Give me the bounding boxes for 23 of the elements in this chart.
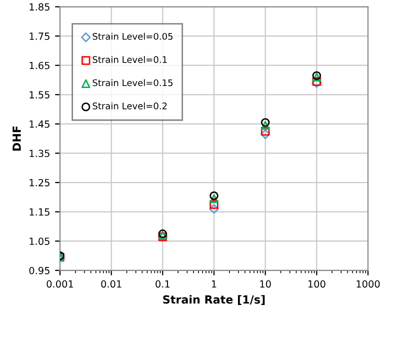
x-tick-label: 0.001 xyxy=(46,280,74,288)
y-tick-label: 1.65 xyxy=(30,62,50,70)
y-tick-label: 1.15 xyxy=(30,208,50,216)
x-tick-label: 10 xyxy=(260,280,271,288)
y-tick-label: 0.95 xyxy=(29,266,50,274)
y-tick-label: 1.35 xyxy=(30,150,50,158)
legend-label: Strain Level=0.15 xyxy=(92,79,172,86)
y-tick-label: 1.55 xyxy=(30,91,50,98)
legend-label: Strain Level=0.05 xyxy=(92,32,172,40)
x-tick-label: 0.01 xyxy=(101,280,122,288)
x-tick-label: 1000 xyxy=(356,280,380,288)
x-tick-label: 100 xyxy=(308,280,326,288)
y-tick-label: 1.75 xyxy=(30,32,50,40)
y-tick-label: 1.45 xyxy=(30,120,50,128)
x-tick-label: 1 xyxy=(212,280,216,288)
legend-label: Strain Level=0.1 xyxy=(92,56,167,63)
y-axis-title: DHF xyxy=(12,126,21,151)
y-tick-label: 1.25 xyxy=(30,179,50,186)
x-tick-label: 0.1 xyxy=(156,280,170,288)
legend-label: Strain Level=0.2 xyxy=(92,102,167,110)
x-axis-title: Strain Rate [1/s] xyxy=(163,295,265,305)
y-tick-label: 1.05 xyxy=(30,238,50,245)
y-tick-label: 1.85 xyxy=(30,3,50,11)
